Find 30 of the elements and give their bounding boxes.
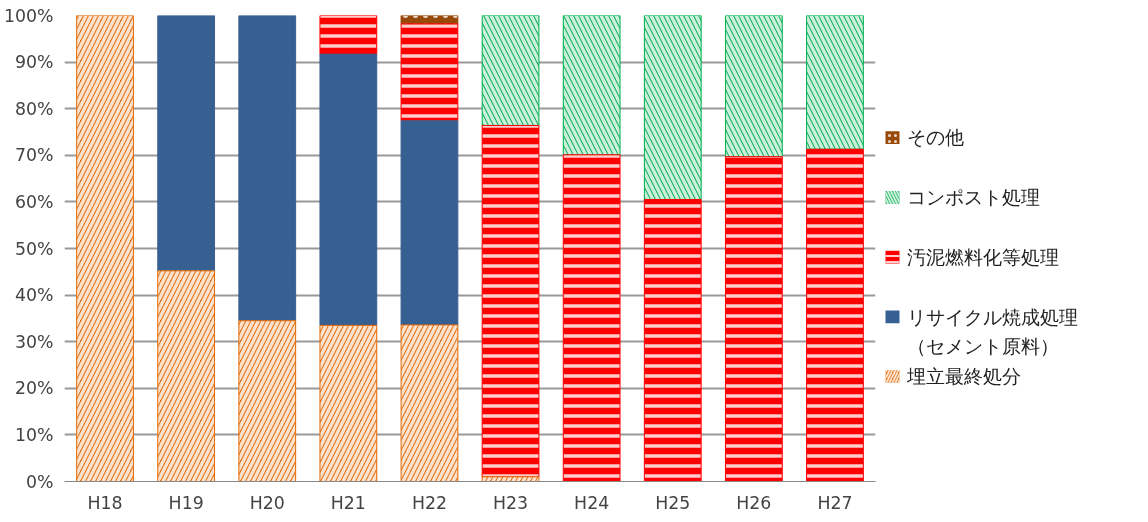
- y-tick-label: 10%: [14, 424, 54, 445]
- legend-label: 埋立最終処分: [905, 366, 1021, 388]
- y-tick-label: 50%: [14, 238, 54, 259]
- x-tick-label: H20: [249, 492, 285, 513]
- y-tick-label: 0%: [26, 471, 54, 492]
- y-tick-label: 100%: [3, 5, 54, 26]
- y-tick-label: 70%: [14, 145, 54, 166]
- y-tick-label: 90%: [14, 52, 54, 73]
- x-tick-label: H21: [330, 492, 366, 513]
- x-tick-label: H23: [493, 492, 529, 513]
- bar: [400, 120, 459, 326]
- bar: [238, 15, 297, 322]
- x-tick-label: H19: [168, 492, 204, 513]
- y-tick-label: 20%: [14, 378, 54, 399]
- y-tick-label: 40%: [14, 285, 54, 306]
- x-tick-label: H26: [736, 492, 772, 513]
- bar: [319, 53, 378, 326]
- legend-label: その他: [906, 127, 964, 149]
- x-tick-label: H22: [411, 492, 447, 513]
- x-tick-label: H25: [655, 492, 691, 513]
- x-tick-label: H27: [817, 492, 853, 513]
- y-tick-label: 60%: [14, 191, 54, 212]
- y-tick-label: 80%: [14, 98, 54, 119]
- x-tick-label: H18: [87, 492, 123, 513]
- y-tick-label: 30%: [14, 331, 54, 352]
- legend-label: リサイクル焼成処理（セメント原料）: [906, 306, 1078, 358]
- legend-label: コンポスト処理: [906, 186, 1040, 208]
- legend-label: 汚泥燃料化等処理: [906, 246, 1059, 268]
- x-tick-label: H24: [574, 492, 610, 513]
- bar: [157, 15, 216, 272]
